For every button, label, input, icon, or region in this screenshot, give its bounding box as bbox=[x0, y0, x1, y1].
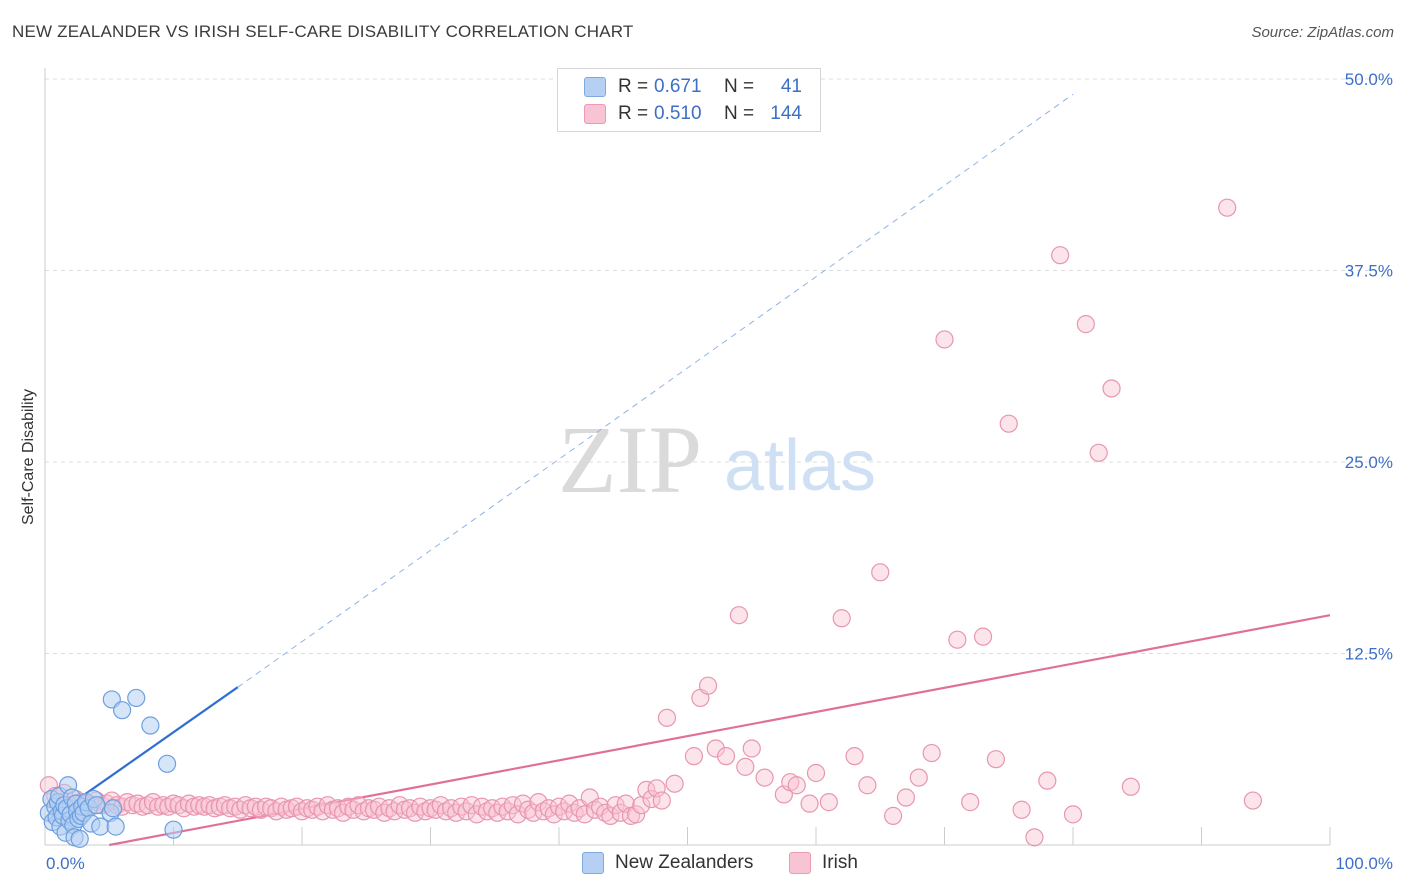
y-axis-label: Self-Care Disability bbox=[20, 389, 37, 525]
irish-point[interactable] bbox=[1243, 791, 1263, 810]
irish-point[interactable] bbox=[706, 739, 725, 758]
chart-title: NEW ZEALANDER VS IRISH SELF-CARE DISABIL… bbox=[12, 22, 634, 41]
irish-point[interactable] bbox=[657, 708, 677, 727]
watermark: ZIP atlas bbox=[558, 406, 876, 513]
irish-point[interactable] bbox=[800, 794, 819, 813]
irish-point[interactable] bbox=[1051, 246, 1070, 265]
irish-point[interactable] bbox=[246, 797, 265, 816]
irish-point[interactable] bbox=[883, 806, 903, 825]
irish-point[interactable] bbox=[909, 768, 928, 787]
irish-point[interactable] bbox=[519, 800, 538, 819]
irish-point[interactable] bbox=[560, 794, 579, 813]
irish-point[interactable] bbox=[896, 788, 916, 807]
series-legend-new-zealanders[interactable]: New Zealanders bbox=[582, 852, 753, 874]
irish-point[interactable] bbox=[1012, 800, 1031, 819]
new-zealander-point[interactable] bbox=[112, 701, 132, 720]
new-zealander-trend-extension bbox=[237, 93, 1074, 688]
legend-swatch-irish bbox=[584, 104, 606, 124]
series-irish bbox=[39, 198, 1263, 847]
irish-point[interactable] bbox=[806, 763, 826, 783]
y-tick-label: 25.0% bbox=[1345, 453, 1393, 472]
irish-point[interactable] bbox=[508, 805, 527, 824]
irish-point[interactable] bbox=[1121, 777, 1140, 796]
irish-point[interactable] bbox=[858, 776, 877, 795]
irish-point[interactable] bbox=[755, 768, 774, 787]
irish-point[interactable] bbox=[1089, 443, 1108, 462]
series-legend: New Zealanders Irish bbox=[0, 852, 1406, 878]
irish-point[interactable] bbox=[736, 757, 755, 776]
new-zealander-point[interactable] bbox=[104, 799, 123, 818]
watermark-atlas: atlas bbox=[724, 426, 876, 506]
irish-point[interactable] bbox=[729, 606, 749, 625]
irish-point[interactable] bbox=[575, 805, 594, 824]
irish-point[interactable] bbox=[787, 776, 806, 795]
irish-point[interactable] bbox=[380, 799, 399, 818]
new-zealander-point[interactable] bbox=[164, 820, 183, 839]
irish-point[interactable] bbox=[716, 747, 736, 766]
irish-point[interactable] bbox=[1218, 198, 1237, 217]
irish-point[interactable] bbox=[832, 609, 851, 628]
series-legend-label: New Zealanders bbox=[615, 852, 754, 873]
legend-n-value: 144 bbox=[770, 103, 802, 124]
source-label: Source: ZipAtlas.com bbox=[1251, 24, 1394, 41]
new-zealander-point[interactable] bbox=[141, 716, 160, 735]
legend-row-new-zealanders: R = 0.671 N = 41 bbox=[584, 75, 802, 99]
legend-swatch-new-zealanders bbox=[584, 77, 606, 97]
x-tick-label-min: 0.0% bbox=[46, 854, 85, 873]
irish-point[interactable] bbox=[596, 803, 615, 822]
irish-point[interactable] bbox=[871, 563, 890, 582]
irish-point[interactable] bbox=[999, 414, 1018, 433]
irish-trend-line bbox=[109, 614, 1331, 847]
new-zealander-point[interactable] bbox=[127, 688, 146, 708]
series-legend-irish[interactable]: Irish bbox=[789, 852, 858, 874]
new-zealander-point[interactable] bbox=[106, 817, 125, 836]
legend-r-label: R = bbox=[618, 103, 649, 124]
irish-point[interactable] bbox=[601, 806, 620, 825]
series-new-zealanders bbox=[39, 688, 183, 848]
irish-point[interactable] bbox=[961, 793, 980, 812]
legend-row-irish: R = 0.510 N = 144 bbox=[584, 102, 802, 126]
irish-point[interactable] bbox=[529, 793, 548, 812]
irish-point[interactable] bbox=[819, 793, 838, 812]
irish-point[interactable] bbox=[684, 747, 704, 766]
legend-n-label: N = bbox=[724, 103, 755, 124]
irish-point[interactable] bbox=[935, 330, 954, 349]
correlation-legend: R = 0.671 N = 41 R = 0.510 N = 144 bbox=[557, 68, 821, 132]
legend-n-label: N = bbox=[724, 76, 755, 97]
y-tick-label: 12.5% bbox=[1345, 645, 1393, 664]
new-zealander-point[interactable] bbox=[157, 754, 177, 773]
x-tick-label-max: 100.0% bbox=[1335, 854, 1393, 873]
series-swatch-irish bbox=[789, 852, 811, 874]
y-tick-label: 37.5% bbox=[1345, 262, 1393, 281]
new-zealander-point[interactable] bbox=[70, 829, 89, 848]
irish-point[interactable] bbox=[611, 803, 630, 822]
irish-point[interactable] bbox=[845, 747, 864, 766]
irish-point[interactable] bbox=[1076, 315, 1095, 334]
legend-r-value: 0.671 bbox=[654, 76, 702, 97]
irish-point[interactable] bbox=[626, 805, 646, 824]
y-tick-label: 50.0% bbox=[1345, 70, 1393, 89]
irish-point[interactable] bbox=[973, 627, 993, 646]
irish-point[interactable] bbox=[1063, 805, 1083, 824]
irish-point[interactable] bbox=[364, 800, 384, 819]
irish-point[interactable] bbox=[585, 800, 605, 819]
irish-point[interactable] bbox=[652, 791, 671, 810]
irish-point[interactable] bbox=[1038, 771, 1057, 790]
legend-r-label: R = bbox=[618, 76, 649, 97]
irish-point[interactable] bbox=[665, 774, 684, 793]
irish-point[interactable] bbox=[698, 676, 718, 695]
series-swatch-new-zealanders bbox=[582, 852, 604, 874]
irish-point[interactable] bbox=[1025, 828, 1044, 847]
irish-point[interactable] bbox=[948, 630, 967, 649]
irish-point[interactable] bbox=[986, 750, 1006, 769]
irish-point[interactable] bbox=[922, 743, 941, 763]
irish-point[interactable] bbox=[1102, 379, 1121, 398]
watermark-zip: ZIP bbox=[558, 406, 702, 513]
series-legend-label: Irish bbox=[822, 852, 858, 873]
legend-r-value: 0.510 bbox=[654, 103, 702, 124]
irish-point[interactable] bbox=[742, 739, 761, 758]
legend-n-value: 41 bbox=[780, 76, 802, 97]
